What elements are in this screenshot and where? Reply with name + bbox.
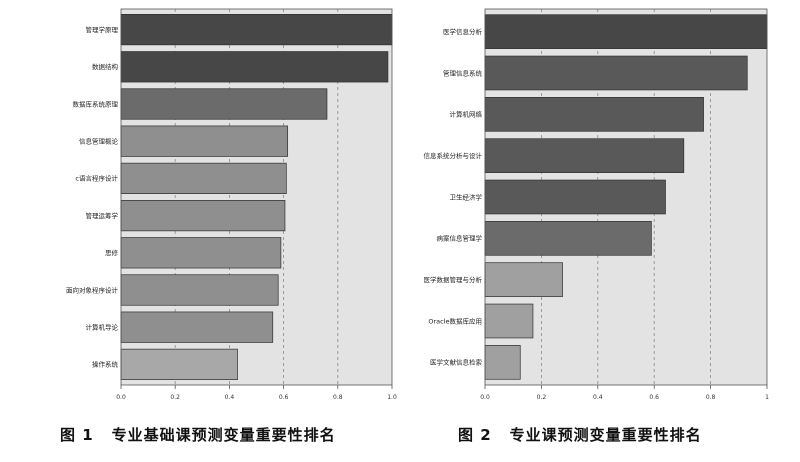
- bar: [120, 348, 238, 381]
- category-label: 面向对象程序设计: [66, 285, 119, 294]
- bar: [484, 262, 563, 297]
- category-label: 管理信息系统: [443, 68, 483, 77]
- category-label: c语言程序设计: [75, 174, 118, 183]
- category-label: 管理运筹学: [86, 211, 119, 220]
- category-label: 医学数据管理与分析: [424, 275, 483, 284]
- bar: [484, 97, 704, 132]
- category-label: 信息系统分析与设计: [424, 151, 483, 160]
- plot-frame: [120, 8, 393, 386]
- bar: [120, 162, 287, 195]
- bar: [120, 274, 279, 306]
- bar: [484, 138, 685, 173]
- bar: [120, 88, 328, 120]
- category-label: 信息管理概论: [79, 137, 119, 146]
- bar: [120, 311, 274, 343]
- bar: [120, 51, 389, 83]
- plot-frame: [484, 8, 768, 386]
- x-tick-label: 0.8: [333, 394, 343, 401]
- category-label: 思修: [105, 248, 119, 257]
- category-label: 操作系统: [92, 360, 119, 369]
- figure-2-number: 图 2: [458, 426, 492, 444]
- bar: [484, 14, 768, 49]
- x-tick-label: 0.2: [537, 394, 547, 401]
- category-label: 卫生经济学: [450, 192, 483, 201]
- x-tick-label: 0.4: [593, 394, 603, 401]
- category-label: 管理学原理: [86, 25, 119, 34]
- x-tick-label: 0.2: [170, 394, 180, 401]
- figure-1-number: 图 1: [60, 426, 94, 444]
- category-label: 计算机网络: [450, 110, 483, 119]
- figure-1-caption: 图 1 专业基础课预测变量重要性排名: [60, 423, 336, 447]
- bar: [120, 125, 289, 157]
- bar: [120, 199, 286, 232]
- bar: [120, 13, 393, 46]
- x-tick-label: 0.8: [706, 394, 716, 401]
- x-tick-label: 1: [765, 394, 769, 401]
- x-tick-label: 1.0: [387, 394, 397, 401]
- category-label: 医学文献信息检索: [430, 358, 483, 367]
- bar: [484, 345, 521, 380]
- figure-1-title: 专业基础课预测变量重要性排名: [111, 426, 336, 444]
- category-label: 数据库系统原理: [73, 99, 119, 108]
- bar: [484, 303, 534, 339]
- chart-professional-courses: 医学信息分析管理信息系统计算机网络信息系统分析与设计卫生经济学病案信息管理学医学…: [424, 8, 769, 401]
- category-label: 数据结构: [92, 62, 119, 71]
- bar: [484, 179, 666, 215]
- x-tick-label: 0.4: [225, 394, 235, 401]
- bar: [120, 237, 282, 269]
- bar: [484, 55, 748, 91]
- figure-2-title: 专业课预测变量重要性排名: [509, 426, 702, 444]
- x-tick-label: 0.6: [649, 394, 659, 401]
- figure-2-caption: 图 2 专业课预测变量重要性排名: [458, 423, 702, 447]
- category-label: 医学信息分析: [443, 27, 483, 36]
- x-tick-label: 0.0: [116, 394, 126, 401]
- bar: [484, 221, 652, 256]
- category-label: Oracle数据库应用: [428, 316, 482, 325]
- category-label: 计算机导论: [86, 323, 119, 332]
- x-tick-label: 0.6: [279, 394, 289, 401]
- x-tick-label: 0.0: [480, 394, 490, 401]
- category-label: 病案信息管理学: [437, 234, 483, 243]
